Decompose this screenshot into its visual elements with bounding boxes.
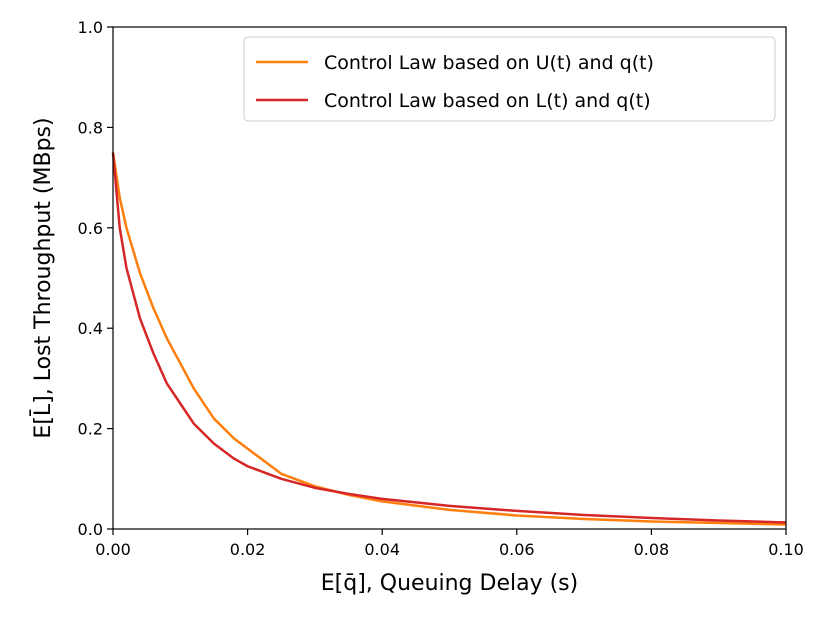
legend-label-l-q: Control Law based on L(t) and q(t) [324, 90, 651, 112]
series-line-l-q [111, 152, 787, 524]
y-tick-label: 1.0 [78, 18, 103, 37]
series-layer [111, 152, 787, 526]
x-tick-label: 0.00 [95, 540, 131, 559]
x-tick-label: 0.10 [768, 540, 804, 559]
plot-frame [112, 26, 787, 530]
y-axis-label: E[L̄], Lost Throughput (MBps) [30, 117, 56, 438]
legend-box [243, 36, 776, 122]
x-axis-label: E[q̄], Queuing Delay (s) [321, 571, 578, 596]
y-tick-label: 0.0 [78, 520, 103, 539]
series-line-u-q [111, 152, 787, 526]
x-tick-label: 0.04 [364, 540, 400, 559]
y-tick-label: 0.4 [78, 319, 103, 338]
axis-labels: E[q̄], Queuing Delay (s) E[L̄], Lost Thr… [30, 117, 578, 596]
legend-label-u-q: Control Law based on U(t) and q(t) [324, 52, 654, 74]
y-tick-label: 0.6 [78, 219, 103, 238]
ticks-layer: 0.00 0.02 0.04 0.06 0.08 0.10 0.0 0.2 0.4 0.6 0.8 1… [78, 18, 804, 559]
y-tick-label: 0.8 [78, 118, 103, 137]
legend: Control Law based on U(t) and q(t) Contr… [243, 36, 776, 122]
x-tick-label: 0.08 [634, 540, 670, 559]
x-tick-label: 0.02 [230, 540, 266, 559]
y-tick-label: 0.2 [78, 420, 103, 439]
x-tick-label: 0.06 [499, 540, 535, 559]
